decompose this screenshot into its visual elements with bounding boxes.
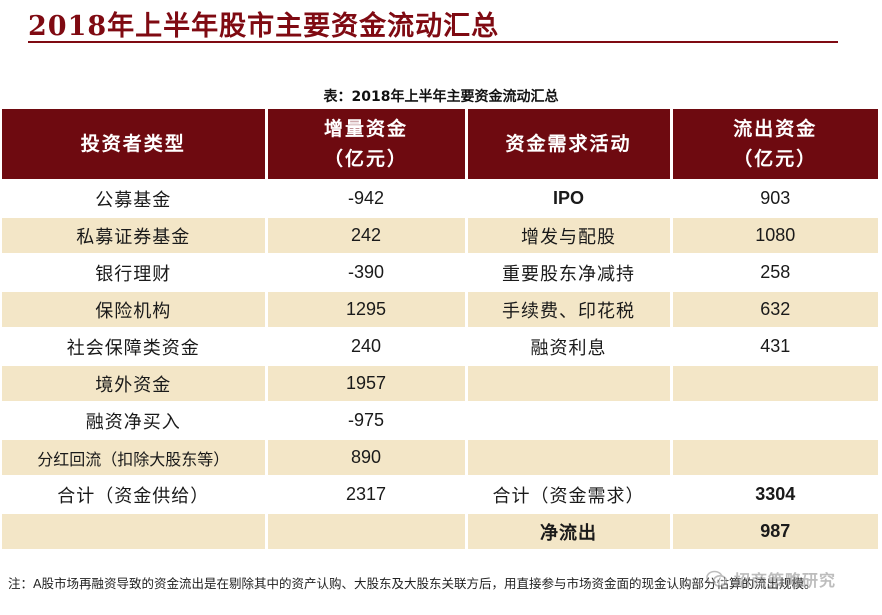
empty-cell xyxy=(2,512,268,549)
table-row: 社会保障类资金 240 融资利息 431 xyxy=(2,327,878,365)
demand-activity-cell xyxy=(466,438,673,476)
supply-total-value: 2317 xyxy=(266,475,468,513)
table-caption: 表：2018年上半年主要资金流动汇总 xyxy=(323,89,559,105)
fund-flow-table: 投资者类型 增量资金 （亿元） 资金需求活动 流出资金 （亿元） 公募基金 -942… xyxy=(2,109,878,549)
investor-type-cell: 境外资金 xyxy=(2,364,268,402)
demand-activity-cell xyxy=(466,364,673,402)
table-row: 公募基金 -942 IPO 903 xyxy=(2,179,878,217)
table-row: 私募证券基金 242 增发与配股 1080 xyxy=(2,216,878,254)
demand-total-label: 合计（资金需求） xyxy=(466,475,673,513)
outflow-value-cell xyxy=(671,401,878,439)
table-row: 银行理财 -390 重要股东净减持 258 xyxy=(2,253,878,291)
wechat-icon xyxy=(706,570,728,587)
net-outflow-label: 净流出 xyxy=(466,512,673,549)
investor-type-cell: 融资净买入 xyxy=(2,401,268,439)
investor-type-cell: 分红回流（扣除大股东等） xyxy=(2,438,268,476)
table-row-net-outflow: 净流出 987 xyxy=(2,512,878,549)
incremental-value-cell: 1957 xyxy=(266,364,468,402)
incremental-value-cell: -942 xyxy=(266,179,468,217)
incremental-value-cell: 890 xyxy=(266,438,468,476)
incremental-value-cell: -975 xyxy=(266,401,468,439)
investor-type-cell: 保险机构 xyxy=(2,290,268,328)
header-incremental-funds: 增量资金 （亿元） xyxy=(266,109,468,180)
table-row: 保险机构 1295 手续费、印花税 632 xyxy=(2,290,878,328)
watermark: 招商策略研究 xyxy=(706,568,876,590)
demand-total-value: 3304 xyxy=(671,475,878,513)
watermark-text: 招商策略研究 xyxy=(734,571,837,590)
outflow-value-cell: 258 xyxy=(671,253,878,291)
outflow-value-cell: 431 xyxy=(671,327,878,365)
demand-activity-cell: 增发与配股 xyxy=(466,216,673,254)
outflow-value-cell: 632 xyxy=(671,290,878,328)
supply-total-label: 合计（资金供给） xyxy=(2,475,268,513)
header-investor-type: 投资者类型 xyxy=(2,109,268,180)
outflow-value-cell: 903 xyxy=(671,179,878,217)
header-outflow-funds: 流出资金 （亿元） xyxy=(671,109,878,180)
outflow-value-cell: 1080 xyxy=(671,216,878,254)
demand-activity-cell: IPO xyxy=(466,179,673,217)
outflow-value-cell xyxy=(671,438,878,476)
investor-type-cell: 私募证券基金 xyxy=(2,216,268,254)
header-demand-activity: 资金需求活动 xyxy=(466,109,673,180)
empty-cell xyxy=(266,512,468,549)
table-row: 融资净买入 -975 xyxy=(2,401,878,439)
demand-activity-cell: 重要股东净减持 xyxy=(466,253,673,291)
net-outflow-value: 987 xyxy=(671,512,878,549)
table-header-row: 投资者类型 增量资金 （亿元） 资金需求活动 流出资金 （亿元） xyxy=(2,109,878,180)
title-divider xyxy=(28,41,838,43)
investor-type-cell: 银行理财 xyxy=(2,253,268,291)
demand-activity-cell: 手续费、印花税 xyxy=(466,290,673,328)
table-row-total: 合计（资金供给） 2317 合计（资金需求） 3304 xyxy=(2,475,878,513)
table-row: 境外资金 1957 xyxy=(2,364,878,402)
demand-activity-cell xyxy=(466,401,673,439)
incremental-value-cell: -390 xyxy=(266,253,468,291)
outflow-value-cell xyxy=(671,364,878,402)
incremental-value-cell: 1295 xyxy=(266,290,468,328)
investor-type-cell: 社会保障类资金 xyxy=(2,327,268,365)
demand-activity-cell: 融资利息 xyxy=(466,327,673,365)
investor-type-cell: 公募基金 xyxy=(2,179,268,217)
footnote: 注：A股市场再融资导致的资金流出是在剔除其中的资产认购、大股东及大股东关联方后，… xyxy=(8,576,817,591)
table-row: 分红回流（扣除大股东等） 890 xyxy=(2,438,878,476)
page-title: 2018年上半年股市主要资金流动汇总 xyxy=(28,11,500,42)
incremental-value-cell: 242 xyxy=(266,216,468,254)
incremental-value-cell: 240 xyxy=(266,327,468,365)
